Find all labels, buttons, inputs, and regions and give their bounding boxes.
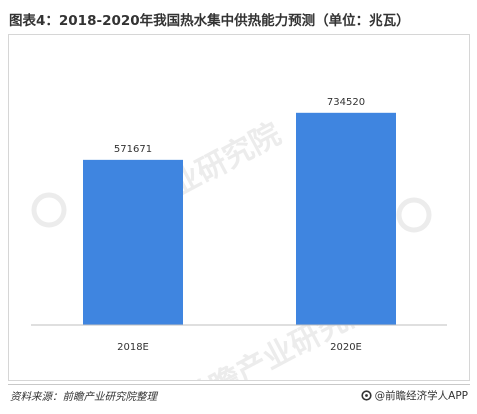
data-label-2018E: 571671 — [114, 144, 152, 155]
qianzhan-logo-icon — [361, 390, 372, 401]
x-tick-label-2020E: 2020E — [330, 342, 362, 353]
data-label-2020E: 734520 — [327, 97, 365, 108]
bar-2020E — [296, 112, 396, 326]
chart-title: 图表4：2018-2020年我国热水集中供热能力预测（单位：兆瓦） — [9, 13, 410, 29]
bar-2018E — [83, 159, 183, 325]
watermark-logo-right-icon — [396, 197, 432, 233]
source-text: 资料来源：前瞻产业研究院整理 — [10, 391, 157, 403]
bars-group: 571671 2018E 734520 2020E — [83, 97, 396, 353]
footer: 资料来源：前瞻产业研究院整理 @前瞻经济学人APP — [8, 384, 470, 406]
watermark-logo-left-icon — [31, 192, 67, 228]
brand-credit: @前瞻经济学人APP — [361, 388, 468, 403]
brand-text: @前瞻经济学人APP — [374, 390, 468, 402]
chart-panel: 前瞻产业研究院 前瞻产业研究院 571671 2018E 734520 2020E — [8, 34, 470, 414]
x-tick-label-2018E: 2018E — [117, 342, 149, 353]
